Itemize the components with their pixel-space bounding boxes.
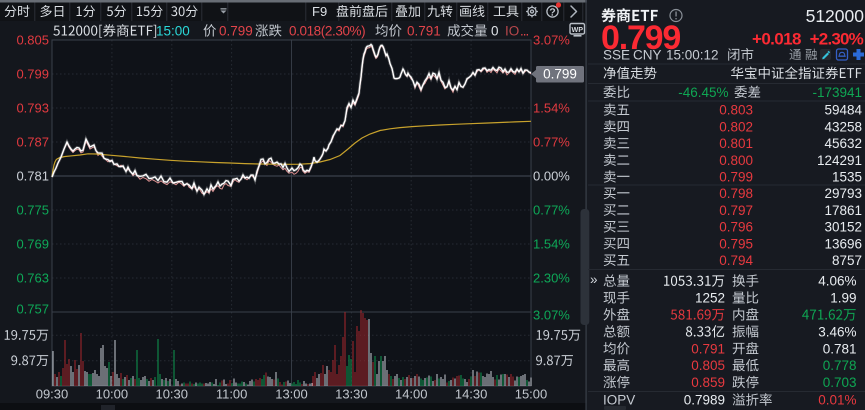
svg-text:1252: 1252 <box>695 291 725 306</box>
svg-text:0.805: 0.805 <box>16 33 49 48</box>
svg-text:0.763: 0.763 <box>16 271 49 286</box>
svg-text:0.859: 0.859 <box>691 375 725 390</box>
svg-text:43258: 43258 <box>824 119 862 134</box>
svg-text:0.018(2.30%): 0.018(2.30%) <box>289 24 365 39</box>
svg-text:14:30: 14:30 <box>455 387 488 402</box>
svg-text:45632: 45632 <box>824 136 862 151</box>
svg-text:0.01%: 0.01% <box>818 393 856 408</box>
svg-text:0.00%: 0.00% <box>533 169 570 184</box>
svg-text:0.794: 0.794 <box>719 253 753 268</box>
svg-text:0.799: 0.799 <box>16 67 49 82</box>
svg-text:14:00: 14:00 <box>395 387 428 402</box>
svg-text:IO: IO <box>505 24 519 39</box>
svg-text:0.791: 0.791 <box>407 24 441 39</box>
svg-text:1.99: 1.99 <box>830 291 856 306</box>
svg-text:0.799: 0.799 <box>719 170 753 185</box>
svg-text:0.800: 0.800 <box>719 153 753 168</box>
svg-text:-173941: -173941 <box>812 85 862 100</box>
svg-text:0.787: 0.787 <box>16 135 49 150</box>
svg-text:0: 0 <box>491 24 499 39</box>
svg-text:3.07%: 3.07% <box>533 33 570 48</box>
svg-text:+2.30%: +2.30% <box>810 30 864 49</box>
svg-text:13:30: 13:30 <box>335 387 368 402</box>
svg-text:-46.45%: -46.45% <box>678 85 728 100</box>
svg-text:13696: 13696 <box>824 236 862 251</box>
svg-text:0.775: 0.775 <box>16 203 49 218</box>
svg-text:CNY: CNY <box>633 48 662 63</box>
svg-text:0.799: 0.799 <box>219 24 253 39</box>
svg-text:»: » <box>590 272 598 287</box>
svg-text:0.799: 0.799 <box>543 67 577 82</box>
svg-text:1.54%: 1.54% <box>533 101 570 116</box>
svg-text:3.46%: 3.46% <box>818 324 856 339</box>
svg-text:15:00: 15:00 <box>515 387 548 402</box>
svg-text:1535: 1535 <box>832 170 862 185</box>
svg-text:512000: 512000 <box>806 6 865 26</box>
svg-text:17861: 17861 <box>824 203 862 218</box>
svg-text:10:30: 10:30 <box>155 387 188 402</box>
svg-text:59484: 59484 <box>824 103 862 118</box>
svg-text:F9: F9 <box>312 4 327 19</box>
svg-text:IOPV: IOPV <box>603 393 635 408</box>
svg-text:0.803: 0.803 <box>719 103 753 118</box>
svg-text:10:00: 10:00 <box>96 387 129 402</box>
svg-text:0.796: 0.796 <box>719 220 753 235</box>
svg-text:124291: 124291 <box>817 153 862 168</box>
svg-text:0.805: 0.805 <box>691 358 725 373</box>
svg-text:11:00: 11:00 <box>216 387 248 402</box>
svg-text:0.799: 0.799 <box>601 19 680 57</box>
svg-text:8757: 8757 <box>832 253 862 268</box>
svg-text:0.781: 0.781 <box>16 169 49 184</box>
svg-text:0.778: 0.778 <box>823 358 857 373</box>
svg-text:15:00:12: 15:00:12 <box>666 48 719 63</box>
svg-text:1.54%: 1.54% <box>533 237 570 252</box>
svg-text:0.795: 0.795 <box>719 236 753 251</box>
svg-text:0.703: 0.703 <box>823 375 857 390</box>
svg-text:29793: 29793 <box>824 186 862 201</box>
svg-text:30152: 30152 <box>824 220 862 235</box>
svg-text:0.797: 0.797 <box>719 203 753 218</box>
svg-text:2.30%: 2.30% <box>533 271 570 286</box>
svg-text:0.798: 0.798 <box>719 186 753 201</box>
svg-text:4.06%: 4.06% <box>818 274 856 289</box>
svg-text:3.07%: 3.07% <box>533 308 570 323</box>
svg-text:0.793: 0.793 <box>16 101 49 116</box>
svg-text:0.77%: 0.77% <box>533 135 570 150</box>
svg-text:0.781: 0.781 <box>823 341 857 356</box>
svg-text:0.791: 0.791 <box>691 341 725 356</box>
svg-text:15:00: 15:00 <box>156 24 190 39</box>
svg-text:SSE: SSE <box>603 48 630 63</box>
svg-text:0.7989: 0.7989 <box>684 393 725 408</box>
svg-text:0.802: 0.802 <box>719 119 753 134</box>
svg-text:09:30: 09:30 <box>36 387 69 402</box>
svg-text:0.757: 0.757 <box>16 302 49 317</box>
svg-text:13:00: 13:00 <box>275 387 308 402</box>
svg-text:0.801: 0.801 <box>719 136 753 151</box>
svg-text:+0.018: +0.018 <box>752 30 801 49</box>
svg-text:...: ... <box>520 24 529 39</box>
svg-text:0.769: 0.769 <box>16 237 49 252</box>
svg-text:0.77%: 0.77% <box>533 203 570 218</box>
